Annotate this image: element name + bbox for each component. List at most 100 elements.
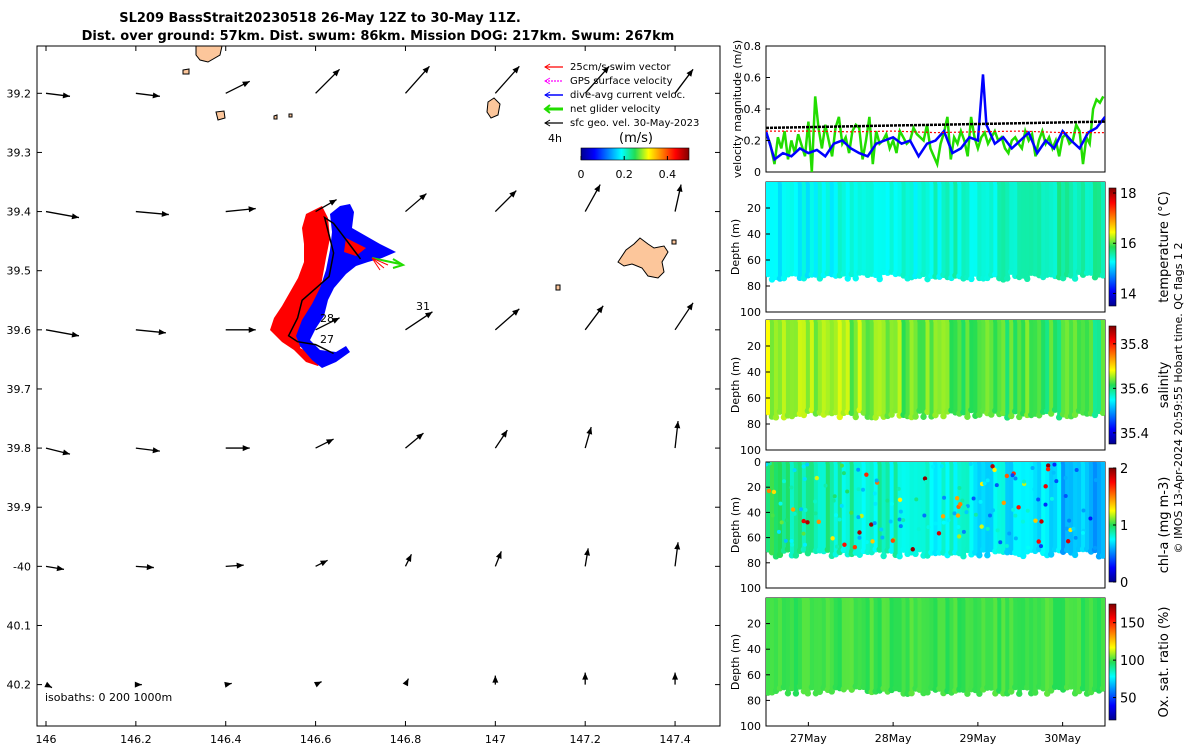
credit-text: © IMOS 13-Apr-2024 20:59:55 Hobart time.… [1172, 243, 1185, 554]
legend-label-geo: sfc geo. vel. 30-May-2023 [570, 118, 699, 129]
section-cast-top [992, 182, 998, 186]
section-cast-top [901, 598, 906, 602]
section-cast [901, 598, 907, 694]
section-cast-top [897, 320, 902, 324]
section-cast-bottom [1024, 275, 1031, 283]
section-cast-top [861, 182, 867, 186]
chl-point [1054, 479, 1059, 484]
figure-title-line1: SL209 BassStrait20230518 26-May 12Z to 3… [119, 11, 521, 26]
speed-colorbar-ticks: 0 0.2 0.4 [578, 156, 677, 181]
section-cast [997, 462, 1002, 551]
section-ylabel: Depth (m) [729, 357, 742, 413]
section-cast [905, 320, 911, 417]
section-cast [1029, 182, 1034, 273]
section-cast-top [909, 182, 914, 186]
chl-point [845, 489, 850, 494]
section-cast-top [817, 598, 823, 602]
section-cast-top [793, 462, 799, 466]
colorbar-tick-label: 35.8 [1120, 338, 1149, 353]
geo-vector [313, 681, 322, 688]
section-cast [969, 182, 974, 279]
section-cast-bottom [792, 690, 800, 697]
swim-vector-fan [371, 257, 389, 271]
geo-vector [225, 80, 251, 94]
section-cast [1053, 320, 1058, 410]
section-cast-top [953, 320, 958, 324]
colorbar-tick-label: 35.4 [1120, 427, 1149, 442]
map-x-tick-label: 147.2 [569, 733, 601, 746]
chl-point [790, 507, 796, 512]
colorbar-label: temperature (°C) [1157, 191, 1172, 303]
section-cast [845, 320, 851, 412]
section-y-tick-label: 80 [747, 694, 761, 707]
section-data-salinity [766, 320, 1105, 421]
section-cast [781, 320, 787, 418]
section-cast [877, 598, 883, 691]
annotation-27: 27 [320, 333, 334, 346]
section-cast-top [1028, 462, 1034, 466]
section-cast-top [889, 320, 895, 324]
chl-point [832, 494, 837, 499]
section-cast [1021, 598, 1026, 687]
section-cast-top [821, 462, 827, 466]
chl-point [814, 475, 820, 481]
velocity-y-tick-label: 0.8 [744, 40, 762, 53]
section-cast-top [797, 462, 803, 466]
chl-point [1080, 530, 1085, 535]
section-cast [929, 462, 935, 553]
section-cast [1017, 320, 1022, 417]
chl-point [979, 524, 984, 529]
section-y-tick-label: 80 [747, 557, 761, 570]
section-cast-top [969, 598, 974, 602]
section-y-tick-label: 80 [747, 280, 761, 293]
section-cast [1081, 320, 1086, 413]
section-cast-top [849, 598, 855, 602]
section-cast-bottom [988, 411, 995, 418]
section-cast-top [849, 182, 855, 186]
section-cast-top [984, 182, 990, 186]
section-cast [949, 462, 955, 553]
geo-vector [315, 438, 334, 449]
section-cast [1029, 598, 1034, 694]
section-cast-top [829, 320, 835, 324]
section-cast-top [905, 462, 910, 466]
speed-tick-label: 0.4 [659, 168, 677, 181]
section-cast-top [897, 598, 902, 602]
map-x-tick-label: 146 [35, 733, 56, 746]
section-cast [969, 462, 974, 555]
section-cast [1093, 462, 1098, 550]
section-cast-top [941, 598, 946, 602]
chl-point [776, 529, 781, 534]
section-cast-top [1048, 182, 1054, 186]
section-cast-top [1092, 462, 1098, 466]
section-ylabel: Depth (m) [729, 634, 742, 690]
section-cast-top [992, 320, 998, 324]
date-tick-label: 28May [875, 732, 912, 745]
section-cast-bottom [1087, 269, 1095, 276]
section-cast [941, 182, 947, 275]
section-cast [1101, 598, 1105, 689]
section-cast-top [785, 462, 791, 466]
section-cast [1065, 182, 1070, 275]
land-masses [182, 46, 677, 291]
chl-point [973, 512, 978, 517]
section-cast [1041, 462, 1046, 553]
section-cast-top [825, 182, 831, 186]
map-y-tick-label: 39.8 [7, 442, 32, 455]
section-cast [1037, 598, 1042, 687]
geo-vector [135, 210, 169, 217]
chl-point [987, 513, 992, 518]
section-cast-top [821, 182, 827, 186]
speed-interval-label: 4h [548, 132, 562, 145]
section-cast-top [817, 320, 823, 324]
section-cast [929, 598, 935, 688]
section-cast-top [965, 462, 970, 466]
section-cast-top [929, 320, 934, 324]
map-x-tick-label: 147 [485, 733, 506, 746]
section-cast [1085, 320, 1090, 414]
section-cast-top [965, 598, 970, 602]
section-cast [993, 462, 998, 552]
section-cast [953, 182, 959, 276]
section-cast [1053, 462, 1058, 550]
